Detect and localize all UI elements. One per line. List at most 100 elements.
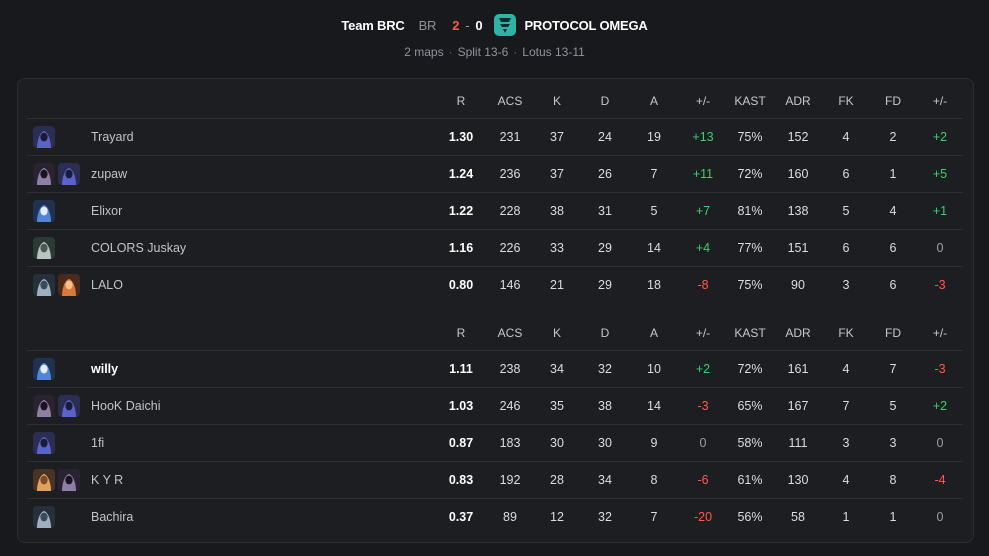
raze-agent-icon bbox=[33, 469, 55, 491]
stat-acs: 183 bbox=[499, 436, 521, 450]
stat-a: 8 bbox=[650, 473, 658, 487]
stat-acs: 236 bbox=[499, 167, 521, 181]
stat-diff: -6 bbox=[697, 473, 709, 487]
stat-kast: 58% bbox=[737, 436, 763, 450]
player-name[interactable]: Bachira bbox=[91, 510, 134, 524]
stat-adr: 58 bbox=[791, 510, 805, 524]
player-row[interactable]: HooK Daichi 1.03 246 35 38 14 -3 65% 167 7 5 +2 bbox=[27, 387, 963, 425]
player-row[interactable]: Bachira 0.37 89 12 32 7 -20 56% 58 1 1 0 bbox=[27, 498, 963, 536]
agent-icons bbox=[33, 432, 55, 456]
stat-d: 31 bbox=[598, 204, 612, 218]
column-header[interactable]: D bbox=[600, 94, 610, 108]
maps-summary: 2 maps · Split 13-6 · Lotus 13-11 bbox=[0, 45, 989, 59]
stat-fd: 3 bbox=[889, 436, 897, 450]
player-name[interactable]: LALO bbox=[91, 278, 123, 292]
agent-icons bbox=[33, 469, 80, 493]
map-result-2[interactable]: Lotus 13-11 bbox=[522, 45, 585, 59]
column-header[interactable]: ACS bbox=[497, 94, 523, 108]
column-header[interactable]: R bbox=[456, 94, 466, 108]
player-name[interactable]: Trayard bbox=[91, 130, 134, 144]
player-row[interactable]: zupaw 1.24 236 37 26 7 +11 72% 160 6 1 +5 bbox=[27, 155, 963, 193]
reyna-agent-icon bbox=[33, 163, 55, 185]
column-header[interactable]: KAST bbox=[734, 94, 766, 108]
team-a-name[interactable]: Team BRC bbox=[341, 17, 405, 33]
player-name[interactable]: zupaw bbox=[91, 167, 128, 181]
column-header[interactable]: KAST bbox=[734, 326, 766, 340]
column-header[interactable]: K bbox=[552, 94, 562, 108]
column-header[interactable]: +/- bbox=[695, 94, 711, 108]
stat-k: 30 bbox=[550, 436, 564, 450]
stat-a: 14 bbox=[647, 399, 661, 413]
player-name[interactable]: willy bbox=[91, 362, 119, 376]
column-header[interactable]: ADR bbox=[785, 326, 811, 340]
stat-adr: 161 bbox=[787, 362, 809, 376]
player-row[interactable]: willy 1.11 238 34 32 10 +2 72% 161 4 7 -3 bbox=[27, 350, 963, 388]
stat-rating: 1.22 bbox=[448, 204, 474, 218]
column-header[interactable]: +/- bbox=[932, 326, 948, 340]
column-header[interactable]: R bbox=[456, 326, 466, 340]
omen-agent-icon bbox=[58, 395, 80, 417]
stat-diff: +2 bbox=[932, 399, 948, 413]
column-header[interactable]: D bbox=[600, 326, 610, 340]
stat-d: 29 bbox=[598, 241, 612, 255]
player-name[interactable]: K Y R bbox=[91, 473, 124, 487]
column-header[interactable]: +/- bbox=[695, 326, 711, 340]
stat-kast: 65% bbox=[737, 399, 763, 413]
stat-k: 12 bbox=[550, 510, 564, 524]
player-name[interactable]: HooK Daichi bbox=[91, 399, 161, 413]
stat-diff: -3 bbox=[934, 362, 946, 376]
stat-diff: +1 bbox=[932, 204, 948, 218]
omen-agent-icon bbox=[33, 432, 55, 454]
player-name[interactable]: 1fi bbox=[91, 436, 105, 450]
stat-fd: 1 bbox=[889, 510, 897, 524]
player-row[interactable]: COLORS Juskay 1.16 226 33 29 14 +4 77% 151 6 6 0 bbox=[27, 229, 963, 267]
stat-acs: 238 bbox=[499, 362, 521, 376]
column-header[interactable]: K bbox=[552, 326, 562, 340]
stat-a: 14 bbox=[647, 241, 661, 255]
score-dash: - bbox=[465, 17, 470, 33]
player-row[interactable]: Elixor 1.22 228 38 31 5 +7 81% 138 5 4 +1 bbox=[27, 192, 963, 230]
agent-icons bbox=[33, 163, 80, 187]
column-header[interactable]: FD bbox=[885, 326, 901, 340]
player-row[interactable]: 1fi 0.87 183 30 30 9 0 58% 111 3 3 0 bbox=[27, 424, 963, 462]
stat-adr: 167 bbox=[787, 399, 809, 413]
separator: · bbox=[513, 45, 518, 59]
stat-diff: -20 bbox=[693, 510, 713, 524]
sage-agent-icon bbox=[33, 506, 55, 528]
agent-icons bbox=[33, 237, 55, 261]
stat-a: 19 bbox=[647, 130, 661, 144]
stat-kast: 75% bbox=[737, 130, 763, 144]
protocol-omega-logo-icon[interactable] bbox=[494, 14, 517, 36]
stat-diff: -8 bbox=[697, 278, 709, 292]
stat-fd: 5 bbox=[889, 399, 897, 413]
player-name[interactable]: Elixor bbox=[91, 204, 123, 218]
column-header[interactable]: ACS bbox=[497, 326, 523, 340]
stat-rating: 0.37 bbox=[448, 510, 474, 524]
stat-diff: +13 bbox=[692, 130, 714, 144]
player-row[interactable]: K Y R 0.83 192 28 34 8 -6 61% 130 4 8 -4 bbox=[27, 461, 963, 499]
stat-fd: 7 bbox=[889, 362, 897, 376]
stat-diff: +2 bbox=[932, 130, 948, 144]
player-row[interactable]: Trayard 1.30 231 37 24 19 +13 75% 152 4 2 +2 bbox=[27, 118, 963, 156]
stat-fk: 1 bbox=[842, 510, 850, 524]
stat-diff: -4 bbox=[934, 473, 946, 487]
column-header[interactable]: +/- bbox=[932, 94, 948, 108]
stat-fk: 4 bbox=[842, 130, 850, 144]
column-header[interactable]: A bbox=[649, 94, 659, 108]
sage-agent-icon bbox=[33, 274, 55, 296]
stat-acs: 89 bbox=[503, 510, 517, 524]
stat-diff: +2 bbox=[695, 362, 711, 376]
team-b-name[interactable]: PROTOCOL OMEGA bbox=[524, 17, 648, 33]
stat-rating: 0.80 bbox=[448, 278, 474, 292]
team-a-score: 2 bbox=[452, 17, 460, 33]
player-name[interactable]: COLORS Juskay bbox=[91, 241, 187, 255]
map-result-1[interactable]: Split 13-6 bbox=[457, 45, 509, 59]
column-header[interactable]: A bbox=[649, 326, 659, 340]
column-header[interactable]: FK bbox=[838, 94, 854, 108]
column-header[interactable]: ADR bbox=[785, 94, 811, 108]
column-header[interactable]: FD bbox=[885, 94, 901, 108]
stat-a: 9 bbox=[650, 436, 658, 450]
column-header[interactable]: FK bbox=[838, 326, 854, 340]
stat-rating: 0.87 bbox=[448, 436, 474, 450]
player-row[interactable]: LALO 0.80 146 21 29 18 -8 75% 90 3 6 -3 bbox=[27, 266, 963, 304]
